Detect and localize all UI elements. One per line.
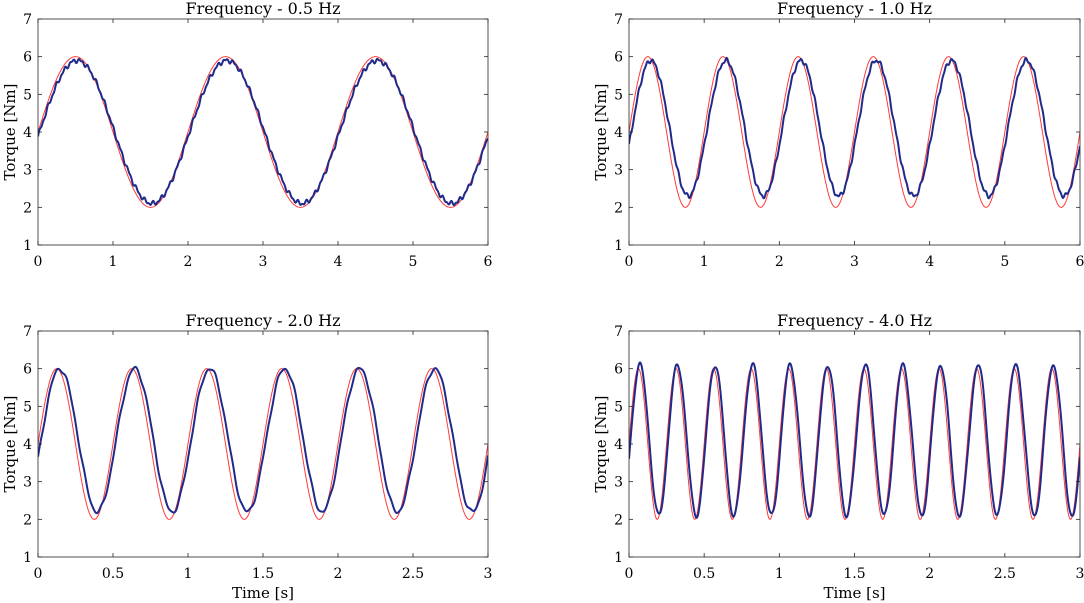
x-axis-label: Time [s] bbox=[232, 584, 294, 602]
x-tick-label: 1.5 bbox=[843, 566, 865, 582]
x-tick-label: 3 bbox=[850, 254, 859, 270]
y-tick-label: 2 bbox=[23, 200, 32, 216]
y-tick-label: 7 bbox=[23, 12, 32, 28]
y-tick-label: 2 bbox=[614, 200, 623, 216]
x-tick-label: 3 bbox=[1076, 566, 1084, 582]
y-tick-label: 5 bbox=[23, 399, 32, 415]
y-tick-label: 6 bbox=[614, 50, 623, 66]
x-tick-label: 2.5 bbox=[994, 566, 1016, 582]
reference-torque-line bbox=[629, 56, 1080, 208]
y-tick-label: 4 bbox=[23, 437, 32, 453]
y-axis-label: Torque [Nm] bbox=[1, 83, 19, 180]
y-tick-label: 5 bbox=[614, 87, 623, 103]
y-tick-label: 2 bbox=[23, 512, 32, 528]
reference-torque-line bbox=[38, 368, 488, 520]
x-tick-label: 2.5 bbox=[402, 566, 424, 582]
y-tick-label: 1 bbox=[23, 550, 32, 566]
measured-torque-line bbox=[629, 361, 1080, 519]
measured-torque-line bbox=[629, 56, 1080, 200]
x-tick-label: 0.5 bbox=[693, 566, 715, 582]
y-tick-label: 4 bbox=[23, 125, 32, 141]
x-tick-label: 6 bbox=[1076, 254, 1084, 270]
chart-title: Frequency - 4.0 Hz bbox=[777, 311, 932, 330]
y-tick-label: 3 bbox=[23, 475, 32, 491]
y-tick-label: 1 bbox=[23, 238, 32, 254]
y-tick-label: 3 bbox=[614, 163, 623, 179]
y-tick-label: 4 bbox=[614, 125, 623, 141]
x-tick-label: 0 bbox=[625, 254, 634, 270]
x-tick-label: 3 bbox=[484, 566, 493, 582]
x-tick-label: 0 bbox=[34, 566, 43, 582]
chart-panel-4: 0 0.5 1 1.5 2 2.5 3 1 2 3 4 5 6 7 Frequency - 4.0 Hz To… bbox=[592, 311, 1084, 602]
y-tick-label: 6 bbox=[23, 50, 32, 66]
y-tick-label: 7 bbox=[23, 324, 32, 340]
y-axis-label: Torque [Nm] bbox=[592, 83, 610, 180]
y-axis-label: Torque [Nm] bbox=[1, 395, 19, 492]
x-tick-label: 2 bbox=[775, 254, 784, 270]
y-tick-label: 6 bbox=[614, 362, 623, 378]
x-tick-label: 0 bbox=[34, 254, 43, 270]
chart-title: Frequency - 1.0 Hz bbox=[777, 0, 932, 18]
y-tick-label: 4 bbox=[614, 437, 623, 453]
x-axis-label: Time [s] bbox=[823, 584, 885, 602]
x-tick-label: 4 bbox=[925, 254, 934, 270]
x-tick-label: 1 bbox=[109, 254, 118, 270]
x-tick-label: 5 bbox=[409, 254, 418, 270]
x-tick-label: 0 bbox=[625, 566, 634, 582]
y-tick-label: 5 bbox=[23, 87, 32, 103]
x-tick-label: 4 bbox=[334, 254, 343, 270]
y-tick-label: 5 bbox=[614, 399, 623, 415]
y-tick-label: 7 bbox=[614, 324, 623, 340]
reference-torque-line bbox=[38, 56, 488, 208]
x-tick-label: 1 bbox=[184, 566, 193, 582]
x-tick-label: 2 bbox=[334, 566, 343, 582]
y-tick-label: 7 bbox=[614, 12, 623, 28]
y-tick-label: 1 bbox=[614, 550, 623, 566]
measured-torque-line bbox=[38, 57, 488, 207]
y-tick-label: 3 bbox=[23, 163, 32, 179]
x-tick-label: 2 bbox=[184, 254, 193, 270]
y-axis-label: Torque [Nm] bbox=[592, 395, 610, 492]
chart-title: Frequency - 2.0 Hz bbox=[185, 311, 340, 330]
chart-panel-3: 0 0.5 1 1.5 2 2.5 3 1 2 3 4 5 6 7 Frequency - 2.0 Hz To… bbox=[1, 311, 492, 602]
measured-torque-line bbox=[38, 365, 488, 515]
x-tick-label: 5 bbox=[1000, 254, 1009, 270]
chart-title: Frequency - 0.5 Hz bbox=[185, 0, 340, 18]
x-tick-label: 1 bbox=[775, 566, 784, 582]
y-tick-label: 6 bbox=[23, 362, 32, 378]
x-tick-label: 0.5 bbox=[102, 566, 124, 582]
reference-torque-line bbox=[629, 368, 1080, 520]
y-tick-label: 3 bbox=[614, 475, 623, 491]
x-tick-label: 1 bbox=[700, 254, 709, 270]
x-tick-label: 6 bbox=[484, 254, 493, 270]
x-tick-label: 1.5 bbox=[252, 566, 274, 582]
x-tick-label: 2 bbox=[925, 566, 934, 582]
y-tick-label: 2 bbox=[614, 512, 623, 528]
y-tick-label: 1 bbox=[614, 238, 623, 254]
x-tick-label: 3 bbox=[259, 254, 268, 270]
